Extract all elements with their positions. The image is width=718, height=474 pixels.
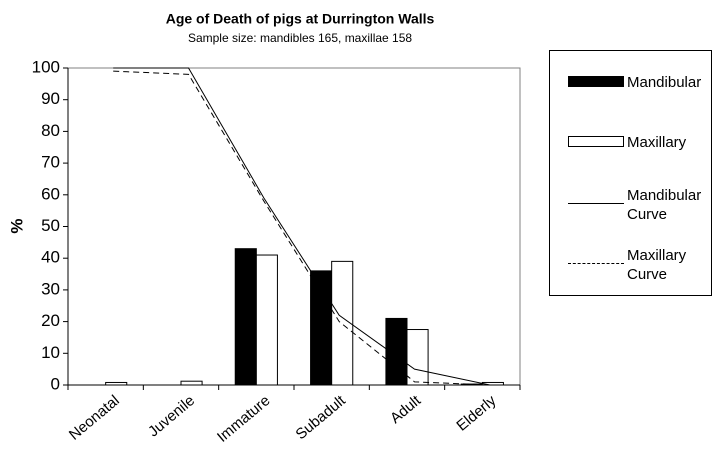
- legend-label: Mandibular Curve: [627, 187, 702, 223]
- bar: [234, 248, 257, 386]
- legend: Mandibular Maxillary Mandibular Curve Maxil…: [549, 50, 712, 296]
- x-tick-label: Adult: [387, 392, 425, 428]
- legend-item: Maxillary Curve: [550, 246, 713, 286]
- bar: [406, 329, 429, 386]
- x-tick-label: Subadult: [292, 392, 349, 444]
- bar: [180, 380, 203, 386]
- bar: [385, 317, 408, 386]
- legend-swatch: [568, 76, 624, 87]
- y-tick-label: 90: [41, 89, 60, 108]
- y-tick-label: 40: [41, 248, 60, 267]
- y-tick-label: 0: [51, 374, 60, 393]
- legend-item: Mandibular: [550, 73, 713, 113]
- x-tick-label: Elderly: [453, 392, 499, 435]
- y-tick-label: 10: [41, 343, 60, 362]
- line: [113, 67, 490, 386]
- y-tick-label: 60: [41, 184, 60, 203]
- legend-label: Mandibular: [627, 74, 702, 91]
- x-tick-label: Juvenile: [145, 392, 198, 440]
- chart-title: Age of Death of pigs at Durrington Walls: [166, 11, 435, 27]
- legend-swatch: [568, 203, 624, 204]
- y-tick-label: 100: [32, 57, 60, 76]
- legend-label: Maxillary: [627, 134, 687, 151]
- legend-swatch: [568, 136, 624, 147]
- line: [113, 70, 490, 386]
- legend-label: Maxillary Curve: [627, 247, 687, 283]
- legend-item: Mandibular Curve: [550, 186, 713, 226]
- plot-area: [67, 67, 521, 386]
- y-axis-label: %: [7, 218, 26, 233]
- bar: [331, 260, 354, 386]
- bar: [105, 381, 128, 386]
- legend-swatch: [568, 263, 624, 264]
- legend-item: Maxillary: [550, 133, 713, 173]
- y-tick-label: 80: [41, 121, 60, 140]
- y-tick-label: 30: [41, 279, 60, 298]
- y-tick-label: 50: [41, 216, 60, 235]
- x-tick-label: Neonatal: [66, 392, 123, 444]
- chart-subtitle: Sample size: mandibles 165, maxillae 158: [188, 31, 412, 45]
- x-tick-label: Immature: [214, 392, 273, 446]
- y-tick-label: 70: [41, 153, 60, 172]
- y-tick-label: 20: [41, 311, 60, 330]
- bar: [255, 254, 278, 386]
